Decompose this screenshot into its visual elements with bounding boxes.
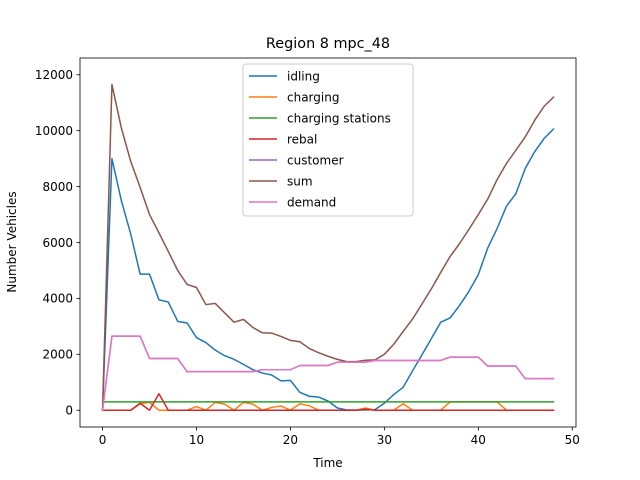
legend-label: rebal xyxy=(287,132,317,146)
legend-label: demand xyxy=(287,195,336,209)
legend: idling charging charging stations rebal cust… xyxy=(242,63,414,217)
x-axis-label: Time xyxy=(312,456,342,470)
y-tick-label: 2000 xyxy=(42,348,73,362)
legend-label: customer xyxy=(287,153,344,167)
y-tick-label: 8000 xyxy=(42,180,73,194)
series-line-rebal xyxy=(101,392,555,411)
legend-label: charging xyxy=(287,90,339,104)
y-tick-label: 4000 xyxy=(42,292,73,306)
series-line-idling xyxy=(101,127,555,412)
x-tick-label: 40 xyxy=(471,433,486,447)
legend-label: idling xyxy=(287,69,320,83)
y-axis-label: Number Vehicles xyxy=(5,191,19,292)
y-tick-label: 6000 xyxy=(42,236,73,250)
series-line-demand xyxy=(101,335,555,412)
legend-label: charging stations xyxy=(287,111,391,125)
y-tick-label: 0 xyxy=(65,404,73,418)
x-tick-label: 0 xyxy=(99,433,107,447)
x-tick-label: 10 xyxy=(189,433,204,447)
y-tick-label: 12000 xyxy=(35,68,73,82)
chart-title: Region 8 mpc_48 xyxy=(266,36,390,52)
y-tick-label: 10000 xyxy=(35,124,73,138)
plot-area: 0 10 20 30 40 50 0 2000 4000 6000 8000 10000 12000 xyxy=(35,57,580,447)
x-tick-label: 20 xyxy=(283,433,298,447)
legend-label: sum xyxy=(287,174,313,188)
series-line-sum xyxy=(101,83,555,412)
legend-box xyxy=(242,63,414,217)
x-tick-label: 50 xyxy=(565,433,580,447)
x-tick-label: 30 xyxy=(377,433,392,447)
